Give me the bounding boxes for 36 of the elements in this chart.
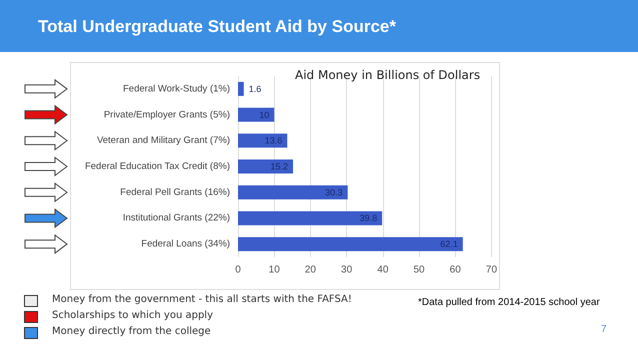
- data-label: 1.6: [248, 84, 262, 94]
- bar: [238, 134, 288, 148]
- x-tick-label: 30: [341, 264, 353, 276]
- text: Money from the government - this all starts with the FAFSA!: [52, 294, 352, 305]
- bar: [238, 237, 463, 252]
- x-tick-label: 40: [377, 264, 389, 276]
- y-tick-label: Private/Employer Grants (5%): [104, 109, 230, 120]
- text: Money directly from the college: [52, 326, 211, 337]
- y-tick-label: Federal Pell Grants (16%): [120, 186, 230, 198]
- x-tick-label: 50: [413, 264, 426, 276]
- bar: [238, 108, 274, 122]
- text: 7: [601, 324, 607, 335]
- text: Scholarships to which you apply: [52, 310, 213, 321]
- bar: [238, 185, 348, 200]
- bar: [238, 211, 382, 226]
- data-label: 15.2: [270, 162, 288, 172]
- data-label: 62.1: [440, 239, 458, 250]
- data-label: 10: [259, 110, 270, 120]
- y-tick-label: Institutional Grants (22%): [122, 212, 230, 224]
- bar: [238, 160, 294, 174]
- x-tick-label: 70: [486, 264, 498, 276]
- data-label: 30.3: [325, 187, 343, 198]
- y-tick-label: Veteran and Military Grant (7%): [96, 135, 230, 146]
- data-label: 13.6: [264, 136, 282, 146]
- text: *Data pulled from 2014-2015 school year: [418, 297, 600, 308]
- bar: [238, 82, 244, 96]
- x-tick-label: 20: [304, 264, 316, 276]
- x-tick-label: 0: [235, 264, 242, 276]
- y-tick-label: Federal Education Tax Credit (8%): [84, 161, 230, 172]
- chart-subtitle: Aid Money in Billions of Dollars: [295, 68, 480, 82]
- y-tick-label: Federal Loans (34%): [141, 238, 230, 250]
- y-tick-label: Federal Work-Study (1%): [123, 83, 230, 94]
- x-tick-label: 10: [268, 264, 280, 276]
- data-label: 39.8: [360, 213, 378, 224]
- chart-title: Total Undergraduate Student Aid by Source*: [0, 0, 638, 52]
- x-tick-label: 60: [450, 264, 462, 276]
